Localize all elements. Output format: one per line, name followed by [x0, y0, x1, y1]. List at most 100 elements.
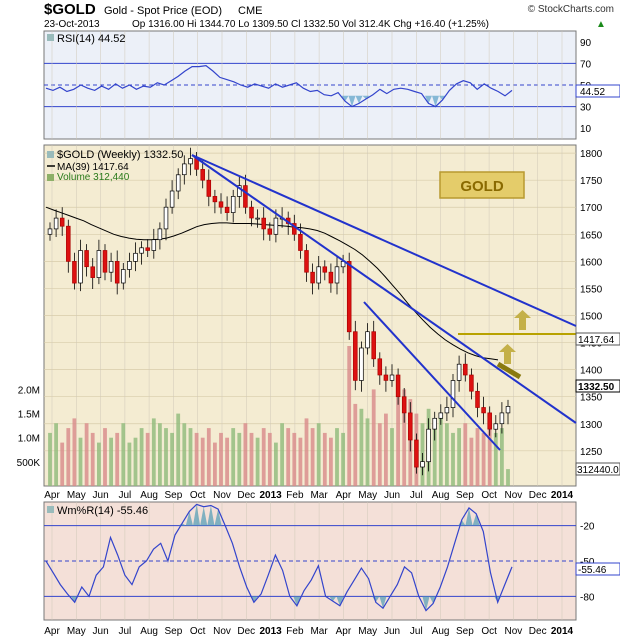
rsi-tick-30: 30 — [580, 103, 592, 114]
rsi-tick-70: 70 — [580, 59, 592, 70]
candle — [121, 269, 126, 284]
candle — [456, 363, 462, 381]
price-label: $GOLD (Weekly) 1332.50 — [57, 149, 183, 161]
willr-tick--20: -20 — [580, 522, 595, 533]
candle — [200, 169, 205, 181]
candle — [414, 439, 419, 468]
x-tick-label: Jul — [410, 490, 423, 501]
x-tick-label: Sep — [165, 626, 183, 637]
volume-value-tag — [575, 462, 620, 476]
candle — [273, 217, 279, 235]
volume-bar — [255, 437, 260, 486]
volume-bar — [206, 428, 211, 486]
candle — [401, 396, 407, 414]
rsi-label-marker — [47, 34, 54, 41]
volume-tick: 1.5M — [18, 410, 40, 421]
x-tick-label: Aug — [432, 490, 450, 501]
volume-bar — [390, 428, 394, 486]
volume-bar — [377, 423, 382, 486]
candle — [114, 261, 120, 284]
x-tick-label: Nov — [213, 626, 231, 637]
x-tick-label: May — [67, 490, 86, 501]
volume-bar — [213, 442, 217, 486]
ma-39-line — [45, 206, 499, 361]
date-label: 23-Oct-2013 — [44, 19, 100, 30]
volume-bar — [90, 432, 95, 486]
volume-bar — [164, 428, 168, 486]
volume-bar — [341, 432, 345, 486]
price-tick-1300: 1300 — [580, 420, 603, 431]
volume-bar — [127, 442, 132, 486]
price-candles — [47, 147, 511, 476]
candle — [310, 271, 315, 284]
volume-bar — [194, 432, 199, 486]
ma-value-tag-text: 1417.64 — [578, 335, 615, 346]
candle — [175, 174, 181, 192]
candle — [505, 406, 511, 414]
volume-ticks: 2.0M 1.5M 1.0M 500K — [17, 385, 41, 468]
volume-bar — [335, 428, 339, 486]
candle — [432, 417, 437, 430]
rsi-tick-90: 90 — [580, 38, 592, 49]
x-tick-label: Jul — [410, 626, 423, 637]
candle — [206, 179, 212, 197]
candle — [145, 247, 150, 251]
x-tick-label: Dec — [237, 490, 255, 501]
price-label-marker — [47, 151, 54, 158]
candle — [169, 190, 175, 208]
willr-value-tag — [575, 562, 620, 576]
volume-bar — [384, 413, 388, 486]
x-tick-label: Jun — [93, 490, 109, 501]
rsi-grid — [44, 31, 576, 139]
volume-bar — [225, 437, 229, 486]
volume-bar — [500, 428, 504, 486]
price-tick-1650: 1650 — [580, 230, 603, 241]
volume-bar — [97, 442, 101, 486]
candle — [139, 247, 144, 254]
x-tick-label: Apr — [44, 490, 60, 501]
candle — [47, 228, 53, 235]
volume-bar — [133, 437, 138, 486]
candle — [53, 217, 59, 230]
x-tick-label: Feb — [286, 490, 304, 501]
candle — [377, 358, 383, 376]
volume-bar — [463, 423, 468, 486]
volume-bar — [322, 432, 327, 486]
x-tick-label: Oct — [190, 490, 206, 501]
rsi-line — [45, 64, 513, 108]
volume-bar — [60, 442, 65, 486]
volume-bar — [298, 437, 303, 486]
candle — [249, 206, 254, 219]
rsi-oversold-fill — [341, 95, 446, 107]
volume-bar — [267, 432, 272, 486]
x-tick-label: Nov — [505, 626, 523, 637]
willr-label: Wm%R(14) -55.46 — [57, 505, 148, 517]
price-tick-1600: 1600 — [580, 257, 603, 268]
volume-bar — [176, 413, 181, 486]
price-panel: 1800175017001650160015501500145014001350… — [17, 144, 620, 487]
willr-tick--80: -80 — [580, 592, 595, 603]
exchange-label: CME — [238, 5, 262, 17]
price-tick-1350: 1350 — [580, 393, 603, 404]
candle — [499, 412, 505, 425]
volume-bar — [353, 403, 358, 486]
candle — [450, 380, 456, 408]
volume-bar — [78, 437, 83, 486]
change-up-icon: ▲ — [596, 19, 606, 30]
candle — [102, 250, 108, 273]
up-arrow-icon — [514, 310, 531, 330]
price-tick-1500: 1500 — [580, 312, 603, 323]
candle — [188, 158, 193, 165]
x-tick-label: Sep — [165, 490, 183, 501]
candle — [78, 250, 83, 284]
volume-bar — [280, 423, 284, 486]
candle — [353, 331, 358, 381]
candle — [463, 363, 468, 376]
x-tick-label: Mar — [310, 490, 328, 501]
candle — [127, 261, 132, 270]
rsi-value-tag — [575, 84, 620, 98]
x-tick-label: Jun — [93, 626, 109, 637]
volume-tick: 500K — [17, 458, 41, 469]
x-tick-label: Dec — [529, 626, 547, 637]
x-tick-label: Sep — [456, 626, 474, 637]
